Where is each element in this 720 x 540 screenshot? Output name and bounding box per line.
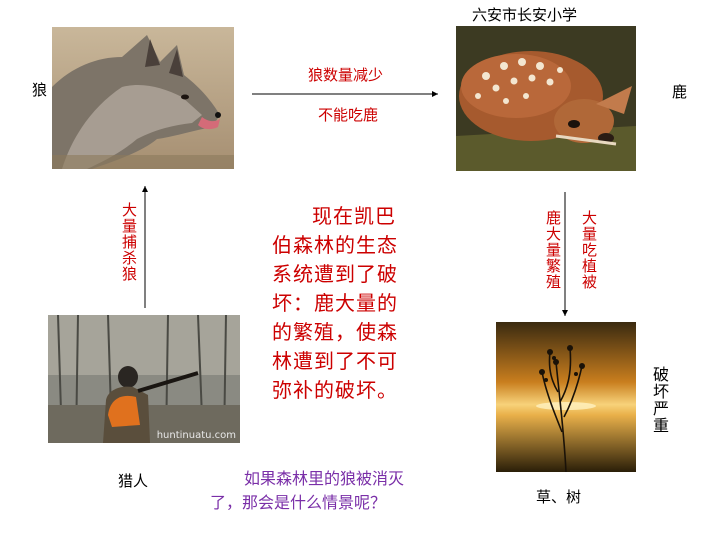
main-paragraph: 现在凯巴 伯森林的生态 系统遭到了破 坏：鹿大量的 的繁殖，使森 林遭到了不可 …: [272, 202, 424, 405]
arrow-deer-plants-col2: 鹿大量繁殖: [544, 210, 562, 290]
main-line-5: 的繁殖，使森: [272, 320, 398, 344]
arrow-wolf-deer-top: 狼数量减少: [308, 66, 384, 84]
arrow-hunter-wolf-label: 大量捕杀狼: [120, 202, 138, 282]
main-line-2: 伯森林的生态: [272, 233, 398, 257]
arrow-deer-plants-col1: 大量吃植被: [580, 210, 598, 290]
hunter-label: 猎人: [118, 472, 149, 490]
main-line-6: 林遭到了不可: [272, 349, 398, 373]
question-line-2: 了，那会是什么情景呢？: [210, 493, 387, 512]
school-name: 六安市长安小学: [472, 6, 578, 24]
plants-side-label: 破坏严重: [650, 366, 669, 434]
plants-label: 草、树: [536, 488, 582, 506]
plants-photo: [496, 322, 636, 472]
hunter-photo: huntinuatu.com: [48, 315, 240, 443]
main-line-1: 现在凯巴: [312, 204, 396, 228]
main-line-7: 弥补的破坏。: [272, 378, 398, 402]
main-line-4: 坏：鹿大量的: [272, 291, 398, 315]
wolf-label: 狼: [30, 82, 48, 98]
wolf-photo: [52, 27, 234, 169]
hunter-watermark: huntinuatu.com: [156, 430, 236, 441]
deer-label: 鹿: [670, 84, 688, 100]
arrow-wolf-deer-bottom: 不能吃鹿: [318, 106, 379, 124]
deer-photo: [456, 26, 636, 171]
main-line-3: 系统遭到了破: [272, 262, 398, 286]
question-line-1: 如果森林里的狼被消灭: [244, 469, 405, 488]
